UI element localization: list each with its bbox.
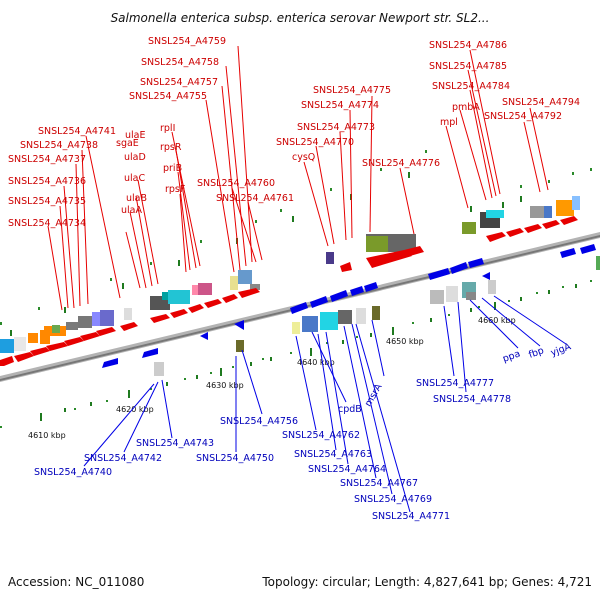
tick-label: 4630 kbp (206, 381, 244, 390)
gene-label[interactable]: SNSL254_A4742 (84, 453, 162, 464)
map-title: Salmonella enterica subsp. enterica sero… (111, 11, 490, 25)
gene-label[interactable]: SNSL254_A4757 (140, 77, 218, 88)
gene-label[interactable]: SNSL254_A4774 (301, 100, 379, 111)
gene-label[interactable]: SNSL254_A4761 (216, 193, 294, 204)
tick-label: 4650 kbp (386, 337, 424, 346)
scale-labels: 4610 kbp 4620 kbp 4630 kbp 4640 kbp 4650… (28, 316, 516, 440)
gene-label[interactable]: SNSL254_A4762 (282, 430, 360, 441)
gene-label[interactable]: SNSL254_A4767 (340, 478, 418, 489)
gene-label[interactable]: rplI (160, 123, 175, 134)
gene-label[interactable]: rpsR (160, 142, 182, 153)
gene-label[interactable]: SNSL254_A4736 (8, 176, 86, 187)
gene-label[interactable]: SNSL254_A4758 (141, 57, 219, 68)
gene-label[interactable]: SNSL254_A4776 (362, 158, 440, 169)
gene-label[interactable]: SNSL254_A4734 (8, 218, 86, 229)
gene-label[interactable]: SNSL254_A4759 (148, 36, 226, 47)
reverse-feature-blocks (154, 256, 600, 376)
gene-label[interactable]: SNSL254_A4763 (294, 449, 372, 460)
gene-label[interactable]: cpdB (338, 404, 362, 415)
accession-text: Accession: NC_011080 (8, 575, 144, 589)
outer-dots-lower (0, 280, 592, 428)
gene-label[interactable]: SNSL254_A4738 (20, 140, 98, 151)
genome-summary-text: Topology: circular; Length: 4,827,641 bp… (261, 575, 592, 589)
gene-label[interactable]: ulaA (121, 205, 142, 216)
tick-label: 4610 kbp (28, 431, 66, 440)
gene-label[interactable]: sgaE (116, 138, 139, 149)
reverse-leader-lines (83, 295, 567, 513)
gene-label[interactable]: SNSL254_A4770 (276, 137, 354, 148)
gene-label[interactable]: SNSL254_A4741 (38, 126, 116, 137)
gene-label[interactable]: SNSL254_A4743 (136, 438, 214, 449)
gene-label[interactable]: SNSL254_A4777 (416, 378, 494, 389)
tick-label: 4660 kbp (478, 316, 516, 325)
gene-label[interactable]: pmbA (452, 102, 480, 113)
forward-leader-lines (47, 45, 549, 311)
gene-label[interactable]: SNSL254_A4794 (502, 97, 580, 108)
gene-label[interactable]: SNSL254_A4756 (220, 416, 298, 427)
gene-label[interactable]: cysQ (292, 152, 315, 163)
gene-label[interactable]: rpsF (165, 184, 185, 195)
gene-label[interactable]: SNSL254_A4778 (433, 394, 511, 405)
gene-label[interactable]: ulaD (124, 152, 146, 163)
gene-label[interactable]: SNSL254_A4755 (129, 91, 207, 102)
gene-label[interactable]: fbp (527, 345, 545, 361)
reverse-gene-arrows (102, 244, 596, 368)
gene-label[interactable]: SNSL254_A4771 (372, 511, 450, 522)
forward-gene-labels: SNSL254_A4759 SNSL254_A4758 SNSL254_A475… (8, 36, 580, 229)
outer-track-dots (0, 150, 592, 325)
gene-label[interactable]: SNSL254_A4786 (429, 40, 507, 51)
gene-label[interactable]: ulaE (125, 130, 145, 141)
gene-label[interactable]: SNSL254_A4740 (34, 467, 112, 478)
gene-label[interactable]: ppa (501, 348, 522, 364)
gene-label[interactable]: SNSL254_A4792 (484, 111, 562, 122)
tick-label: 4640 kbp (297, 358, 335, 367)
gene-label[interactable]: SNSL254_A4769 (354, 494, 432, 505)
gene-label[interactable]: mpl (440, 117, 458, 128)
gene-label[interactable]: priB (163, 163, 182, 174)
forward-gene-arrows (0, 216, 578, 366)
gene-label[interactable]: SNSL254_A4764 (308, 464, 386, 475)
scale-ring-ticks (40, 284, 577, 421)
gene-label[interactable]: SNSL254_A4735 (8, 196, 86, 207)
gene-label[interactable]: ulaC (124, 173, 145, 184)
gene-label[interactable]: SNSL254_A4785 (429, 61, 507, 72)
gene-label[interactable]: SNSL254_A4784 (432, 81, 510, 92)
forward-feature-blocks (0, 196, 580, 353)
gene-label[interactable]: SNSL254_A4750 (196, 453, 274, 464)
gene-label[interactable]: SNSL254_A4737 (8, 154, 86, 165)
gene-label[interactable]: SNSL254_A4773 (297, 122, 375, 133)
gene-label[interactable]: ulaB (126, 193, 147, 204)
gene-label[interactable]: SNSL254_A4775 (313, 85, 391, 96)
gene-label[interactable]: SNSL254_A4760 (197, 178, 275, 189)
tick-label: 4620 kbp (116, 405, 154, 414)
gene-label[interactable]: yjgA (549, 341, 573, 359)
reverse-gene-labels: SNSL254_A4756 SNSL254_A4743 SNSL254_A474… (34, 341, 573, 522)
